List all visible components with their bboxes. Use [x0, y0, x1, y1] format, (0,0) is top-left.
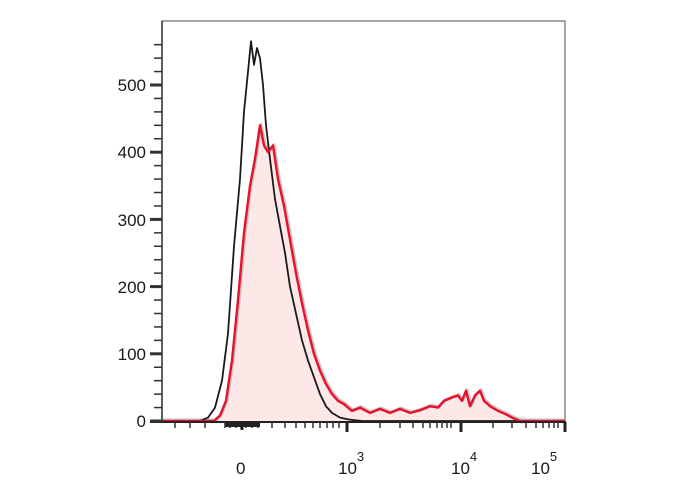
stained-series-fill	[162, 125, 565, 422]
control-series-line	[162, 40, 565, 422]
y-tick-label-200: 200	[118, 278, 146, 297]
stained-series-line	[162, 124, 565, 423]
x-axis-ticks	[174, 422, 567, 432]
y-axis-ticks	[150, 43, 162, 423]
x-tick-label-1e5: 105	[531, 449, 557, 478]
y-tick-label-0: 0	[137, 412, 146, 431]
x-tick-label-0: 0	[236, 459, 245, 478]
y-tick-label-300: 300	[118, 211, 146, 230]
y-tick-label-500: 500	[118, 76, 146, 95]
plot-frame	[161, 20, 566, 423]
x-tick-label-1e4: 104	[451, 449, 477, 478]
x-tick-label-1e3: 103	[338, 449, 364, 478]
y-tick-label-100: 100	[118, 345, 146, 364]
y-tick-label-400: 400	[118, 143, 146, 162]
